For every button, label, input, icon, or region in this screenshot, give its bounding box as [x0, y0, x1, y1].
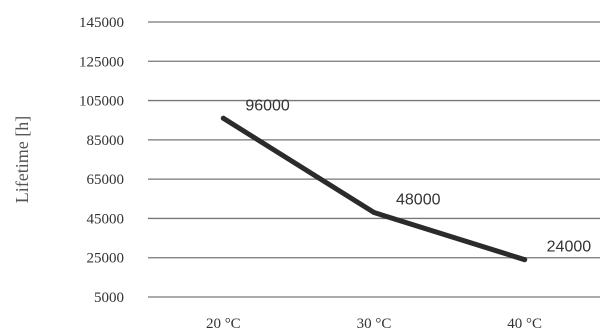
- grid-lines: [148, 21, 600, 298]
- data-point: [522, 257, 528, 263]
- y-tick-label: 85000: [87, 133, 125, 149]
- y-tick-labels: 5000 25000 45000 65000 85000 105000 125000 1450…: [79, 15, 124, 306]
- x-tick-labels: 20 °C 30 °C 40 °C: [206, 316, 542, 332]
- data-point: [220, 115, 226, 121]
- y-tick-label: 45000: [87, 211, 125, 227]
- data-labels: 96000 48000 24000: [245, 97, 591, 255]
- x-tick-label: 40 °C: [507, 316, 542, 332]
- data-point: [371, 210, 377, 216]
- x-tick-label: 30 °C: [357, 316, 392, 332]
- data-label: 48000: [396, 192, 441, 209]
- y-tick-label: 105000: [79, 94, 124, 110]
- y-axis-title: Lifetime [h]: [12, 116, 32, 203]
- y-tick-label: 125000: [79, 54, 124, 70]
- y-tick-label: 25000: [87, 251, 125, 267]
- data-label: 24000: [547, 239, 592, 256]
- data-label: 96000: [245, 97, 290, 114]
- y-tick-label: 65000: [87, 172, 125, 188]
- y-tick-label: 5000: [94, 290, 124, 306]
- series-group: [220, 115, 528, 263]
- x-tick-label: 20 °C: [206, 316, 241, 332]
- y-tick-label: 145000: [79, 15, 124, 31]
